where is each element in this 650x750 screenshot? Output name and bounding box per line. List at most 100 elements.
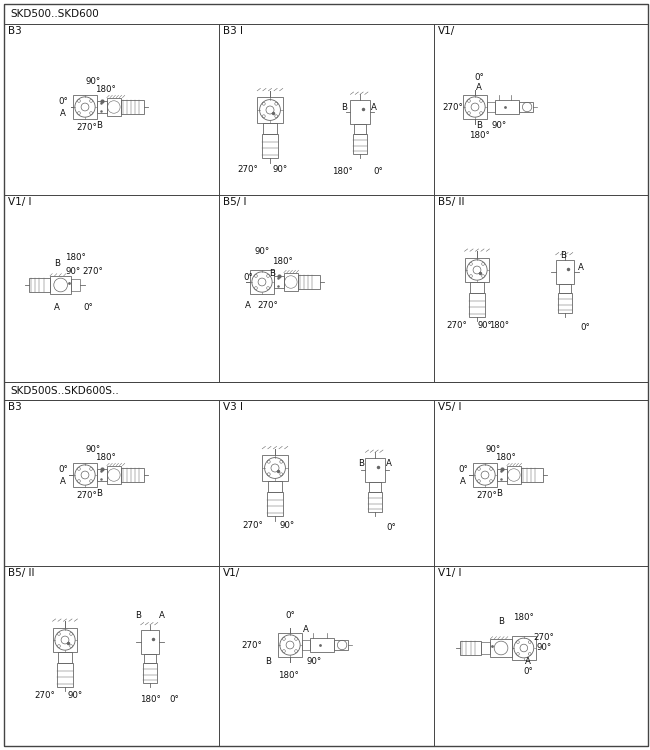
Text: V1/: V1/	[223, 568, 240, 578]
Text: 180°: 180°	[95, 85, 116, 94]
Text: B: B	[54, 259, 60, 268]
Bar	[257, 98, 283, 123]
Text: A: A	[578, 263, 584, 272]
Text: 270°: 270°	[443, 103, 463, 112]
Text: B3: B3	[8, 402, 21, 412]
Bar	[262, 455, 288, 481]
Text: 270°: 270°	[242, 521, 263, 530]
Text: SKD500S..SKD600S..: SKD500S..SKD600S..	[10, 386, 119, 396]
Text: 90°: 90°	[491, 121, 507, 130]
Text: 270°: 270°	[77, 122, 98, 131]
Text: 90°: 90°	[85, 445, 101, 454]
Text: B: B	[265, 656, 271, 665]
Text: B3: B3	[8, 26, 21, 36]
Bar	[262, 134, 278, 158]
Bar	[473, 463, 497, 488]
Bar	[53, 628, 77, 652]
Text: 90°: 90°	[280, 521, 294, 530]
Bar	[274, 276, 284, 288]
Text: B: B	[135, 611, 141, 620]
Text: A: A	[60, 476, 66, 485]
Text: B: B	[560, 251, 566, 260]
Text: 90°: 90°	[254, 248, 270, 256]
Bar	[333, 640, 348, 650]
Bar	[460, 641, 481, 655]
Text: 270°: 270°	[82, 266, 103, 275]
Text: 90°: 90°	[486, 445, 500, 454]
Text: B5/ I: B5/ I	[223, 197, 246, 207]
Text: 0°: 0°	[373, 167, 383, 176]
Bar	[519, 101, 533, 112]
Text: V1/ I: V1/ I	[8, 197, 31, 207]
Bar	[556, 260, 575, 284]
Text: A: A	[245, 302, 251, 310]
Text: A: A	[525, 658, 531, 667]
Text: 180°: 180°	[514, 614, 534, 622]
Bar	[481, 642, 490, 654]
Bar	[488, 101, 495, 112]
Text: 180°: 180°	[489, 320, 509, 329]
Text: 180°: 180°	[140, 694, 161, 703]
Text: SKD500..SKD600: SKD500..SKD600	[10, 9, 99, 19]
Text: 0°: 0°	[523, 668, 533, 676]
Text: 270°: 270°	[534, 634, 554, 643]
Text: B: B	[270, 269, 276, 278]
Bar	[98, 100, 107, 113]
Bar	[368, 491, 382, 512]
Text: V1/ I: V1/ I	[438, 568, 462, 578]
Text: 0°: 0°	[243, 274, 253, 283]
Bar	[263, 123, 277, 134]
Bar	[470, 283, 484, 293]
Text: V1/: V1/	[438, 26, 455, 36]
Bar	[4, 4, 648, 24]
Text: 0°: 0°	[169, 694, 179, 703]
Text: B: B	[476, 121, 482, 130]
Text: V3 I: V3 I	[223, 402, 243, 412]
Bar	[469, 293, 485, 316]
Bar	[29, 278, 50, 292]
Bar	[521, 468, 543, 482]
Text: 90°: 90°	[307, 656, 322, 665]
Bar	[497, 469, 507, 482]
Bar	[298, 275, 320, 289]
Text: B: B	[341, 104, 347, 112]
Bar	[121, 468, 144, 482]
Text: 90°: 90°	[68, 691, 83, 700]
Text: 270°: 270°	[257, 302, 278, 310]
Bar	[143, 663, 157, 683]
Bar	[310, 638, 333, 652]
Bar	[107, 466, 121, 484]
Bar	[559, 284, 571, 293]
Text: A: A	[60, 109, 66, 118]
Text: 90°: 90°	[536, 644, 551, 652]
Text: 180°: 180°	[95, 452, 116, 461]
Bar	[278, 632, 302, 658]
Bar	[4, 382, 648, 400]
Text: 270°: 270°	[34, 691, 55, 700]
Text: A: A	[386, 460, 392, 469]
Text: A: A	[159, 611, 165, 620]
Text: B: B	[358, 460, 364, 469]
Bar	[495, 100, 519, 114]
Bar	[98, 469, 107, 482]
Text: B3 I: B3 I	[223, 26, 243, 36]
Text: 270°: 270°	[242, 640, 263, 650]
Text: 0°: 0°	[386, 524, 396, 532]
Text: 180°: 180°	[278, 670, 298, 680]
Bar	[463, 94, 488, 119]
Bar	[140, 630, 159, 654]
Text: 90°: 90°	[478, 320, 492, 329]
Text: 0°: 0°	[458, 466, 468, 475]
Bar	[365, 458, 385, 482]
Text: 0°: 0°	[474, 73, 484, 82]
Bar	[144, 654, 156, 663]
Text: 270°: 270°	[476, 490, 497, 500]
Bar	[490, 639, 512, 657]
Bar	[107, 98, 121, 116]
Bar	[507, 466, 521, 484]
Bar	[73, 463, 98, 488]
Bar	[354, 124, 367, 134]
Bar	[72, 279, 81, 291]
Bar	[465, 257, 489, 283]
Text: A: A	[476, 82, 482, 92]
